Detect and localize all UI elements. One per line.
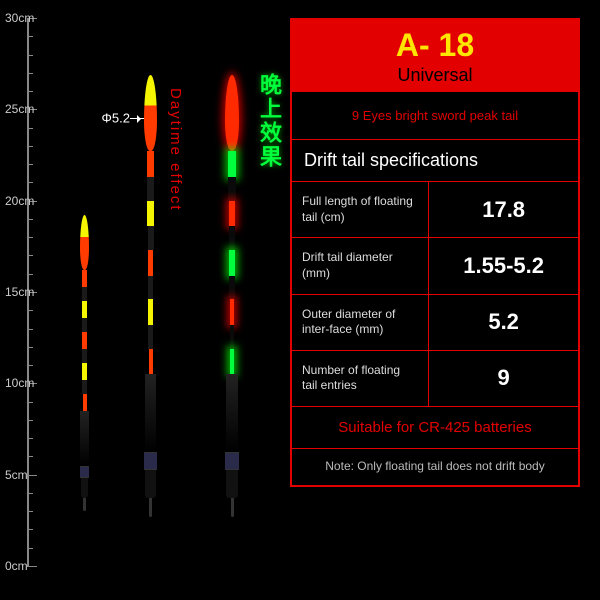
floats-area: Φ5.2 Daytime effect 晚上效果 <box>40 18 280 566</box>
float-segment <box>148 226 154 250</box>
float-bulb <box>144 75 157 152</box>
float-base <box>225 374 240 516</box>
daytime-effect-label: Daytime effect <box>167 88 184 212</box>
float-bulb <box>80 215 89 270</box>
ruler: 30cm25cm20cm15cm10cm5cm0cm <box>27 18 29 566</box>
ruler-label: 20cm <box>5 194 34 208</box>
spec-row: Outer diameter of inter-face (mm)5.2 <box>292 295 578 351</box>
float-segment <box>148 250 154 276</box>
panel-header: A- 18 Universal <box>292 20 578 92</box>
float-segment <box>148 325 152 349</box>
ruler-label: 10cm <box>5 376 34 390</box>
ruler-label: 25cm <box>5 102 34 116</box>
float-segment <box>82 349 87 364</box>
product-model: A- 18 <box>292 28 578 63</box>
float-segment <box>230 325 234 349</box>
spec-value: 1.55-5.2 <box>429 238 578 293</box>
float-small <box>80 215 89 511</box>
ruler-label: 5cm <box>5 468 28 482</box>
float-segment <box>229 201 236 227</box>
float-segment <box>229 276 234 300</box>
night-effect-label: 晚上效果 <box>253 73 285 169</box>
float-segment <box>230 349 234 375</box>
spec-row: Full length of floating tail (cm)17.8 <box>292 182 578 238</box>
float-bulb <box>225 75 239 152</box>
float-segment <box>147 177 154 201</box>
spec-label: Full length of floating tail (cm) <box>292 182 429 237</box>
float-segment <box>82 270 88 286</box>
spec-caption: Drift tail specifications <box>292 140 578 182</box>
float-segment <box>147 201 153 227</box>
float-medium <box>144 75 157 517</box>
spec-row: Drift tail diameter (mm)1.55-5.2 <box>292 238 578 294</box>
spec-label: Number of floating tail entries <box>292 351 429 406</box>
float-segment <box>82 380 86 395</box>
float-segment <box>149 349 153 375</box>
disclaimer-note: Note: Only floating tail does not drift … <box>292 448 578 485</box>
product-subtitle: Universal <box>292 65 578 86</box>
float-segment <box>230 299 235 325</box>
float-segment <box>82 363 86 379</box>
diameter-label: Φ5.2 <box>102 111 130 126</box>
spec-panel: A- 18 Universal 9 Eyes bright sword peak… <box>290 18 580 487</box>
spec-value: 5.2 <box>429 295 578 350</box>
float-segment <box>82 332 87 348</box>
float-segment <box>148 299 153 325</box>
float-segment <box>229 226 235 250</box>
feature-line: 9 Eyes bright sword peak tail <box>292 92 578 140</box>
ruler-label: 30cm <box>5 11 34 25</box>
spec-value: 9 <box>429 351 578 406</box>
float-base <box>144 374 158 516</box>
float-segment <box>82 287 87 302</box>
spec-row: Number of floating tail entries9 <box>292 351 578 406</box>
float-segment <box>82 318 87 333</box>
float-segment <box>229 250 235 276</box>
float-segment <box>83 394 87 410</box>
spec-table: Drift tail specifications Full length of… <box>292 140 578 406</box>
float-segment <box>82 301 87 317</box>
float-segment <box>228 151 236 177</box>
diameter-arrow <box>130 118 144 119</box>
float-base <box>80 411 89 511</box>
float-night <box>225 75 239 517</box>
battery-note: Suitable for CR-425 batteries <box>292 406 578 448</box>
float-segment <box>147 151 154 177</box>
spec-label: Drift tail diameter (mm) <box>292 238 429 293</box>
float-segment <box>148 276 153 300</box>
ruler-label: 0cm <box>5 559 28 573</box>
spec-value: 17.8 <box>429 182 578 237</box>
spec-label: Outer diameter of inter-face (mm) <box>292 295 429 350</box>
float-segment <box>228 177 235 201</box>
ruler-label: 15cm <box>5 285 34 299</box>
